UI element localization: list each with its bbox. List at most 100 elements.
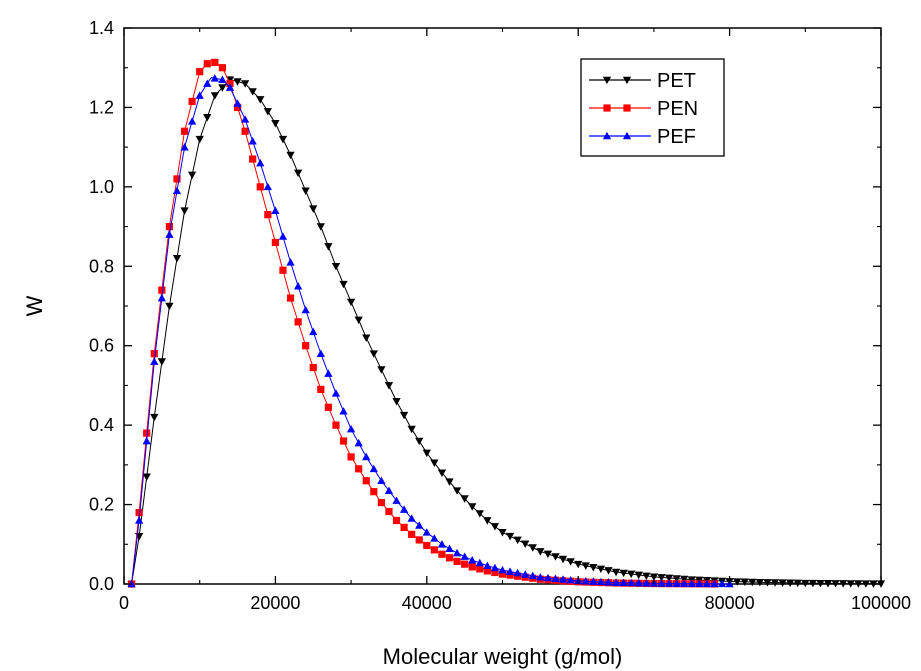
data-point xyxy=(483,567,491,575)
data-point xyxy=(385,507,393,516)
data-point xyxy=(437,540,447,548)
data-point xyxy=(143,429,151,437)
plot-area xyxy=(123,27,882,585)
data-point xyxy=(188,97,196,106)
data-point xyxy=(332,421,340,429)
legend-marker xyxy=(622,76,632,85)
data-point xyxy=(657,574,666,582)
legend-label: PET xyxy=(657,70,696,92)
legend-item-pet: PET xyxy=(589,70,696,92)
data-point xyxy=(505,567,515,575)
data-point xyxy=(211,58,219,67)
data-point xyxy=(438,550,446,558)
data-point xyxy=(279,266,287,274)
data-point xyxy=(165,222,174,231)
data-point xyxy=(301,305,310,314)
data-point xyxy=(491,568,499,577)
data-point xyxy=(619,569,628,578)
data-point xyxy=(445,544,454,552)
data-point xyxy=(619,578,628,587)
data-point xyxy=(384,486,394,494)
data-point xyxy=(407,514,416,522)
data-point xyxy=(468,556,477,564)
legend-marker xyxy=(602,76,612,85)
data-point xyxy=(528,571,537,580)
data-point xyxy=(203,79,212,87)
data-point xyxy=(672,575,681,583)
data-point xyxy=(301,187,310,195)
data-point xyxy=(816,579,825,588)
data-point xyxy=(657,579,666,587)
data-point xyxy=(846,580,855,588)
legend-marker xyxy=(622,131,632,140)
data-point xyxy=(286,151,295,160)
data-point xyxy=(415,437,424,446)
legend-label: PEN xyxy=(657,98,698,120)
axis-tick-labels: 0 20000 40000 60000 80000 100000 0.0 0.2 0.4 0.6 0… xyxy=(89,18,911,613)
data-point xyxy=(240,115,250,123)
data-point xyxy=(210,74,219,82)
data-point xyxy=(786,579,795,588)
data-point xyxy=(324,369,333,377)
data-point xyxy=(415,536,423,544)
data-point xyxy=(210,92,219,100)
x-tick-label: 60000 xyxy=(553,593,603,613)
data-point xyxy=(150,413,159,422)
y-tick-label: 1.4 xyxy=(89,18,114,38)
series-line-pet xyxy=(131,79,882,585)
data-point xyxy=(286,258,295,266)
data-point xyxy=(362,452,371,461)
data-point xyxy=(256,96,265,104)
data-point xyxy=(589,577,598,585)
data-point xyxy=(187,171,197,180)
data-point xyxy=(490,563,500,572)
data-point xyxy=(324,403,332,411)
data-point xyxy=(408,530,416,538)
data-point xyxy=(377,366,386,374)
data-point xyxy=(271,206,280,214)
data-point xyxy=(589,564,598,572)
data-point xyxy=(710,579,719,588)
data-point xyxy=(604,567,613,575)
data-point xyxy=(165,302,174,311)
data-point xyxy=(196,68,204,76)
data-point xyxy=(763,579,772,587)
data-point xyxy=(634,578,643,587)
data-point xyxy=(558,555,568,564)
data-point xyxy=(249,155,257,163)
data-point xyxy=(400,523,408,532)
data-point xyxy=(392,516,401,525)
data-point xyxy=(422,528,431,536)
data-point xyxy=(195,91,204,99)
data-point xyxy=(770,579,780,587)
data-point xyxy=(551,574,560,582)
data-point xyxy=(195,135,204,144)
data-point xyxy=(172,255,182,263)
data-point xyxy=(354,438,363,447)
data-point xyxy=(317,385,325,393)
data-point xyxy=(430,546,438,554)
legend-marker xyxy=(602,131,612,140)
data-point xyxy=(430,534,439,542)
data-point xyxy=(740,578,749,586)
data-point xyxy=(528,544,537,552)
legend: PET PEN PEF xyxy=(580,58,725,157)
data-point xyxy=(135,516,144,524)
data-point xyxy=(476,565,484,573)
data-point xyxy=(483,561,492,570)
data-point xyxy=(392,398,401,406)
data-point xyxy=(233,99,242,107)
data-point xyxy=(286,294,295,302)
data-point xyxy=(452,487,462,495)
data-point xyxy=(218,75,227,83)
data-point xyxy=(331,389,341,397)
y-tick-label: 1.0 xyxy=(89,177,114,197)
data-point xyxy=(157,358,166,366)
data-point xyxy=(218,64,227,72)
y-tick-label: 1.2 xyxy=(89,97,114,117)
data-point xyxy=(180,143,189,151)
data-point xyxy=(309,205,318,213)
data-point xyxy=(135,508,143,517)
data-point xyxy=(521,570,530,578)
